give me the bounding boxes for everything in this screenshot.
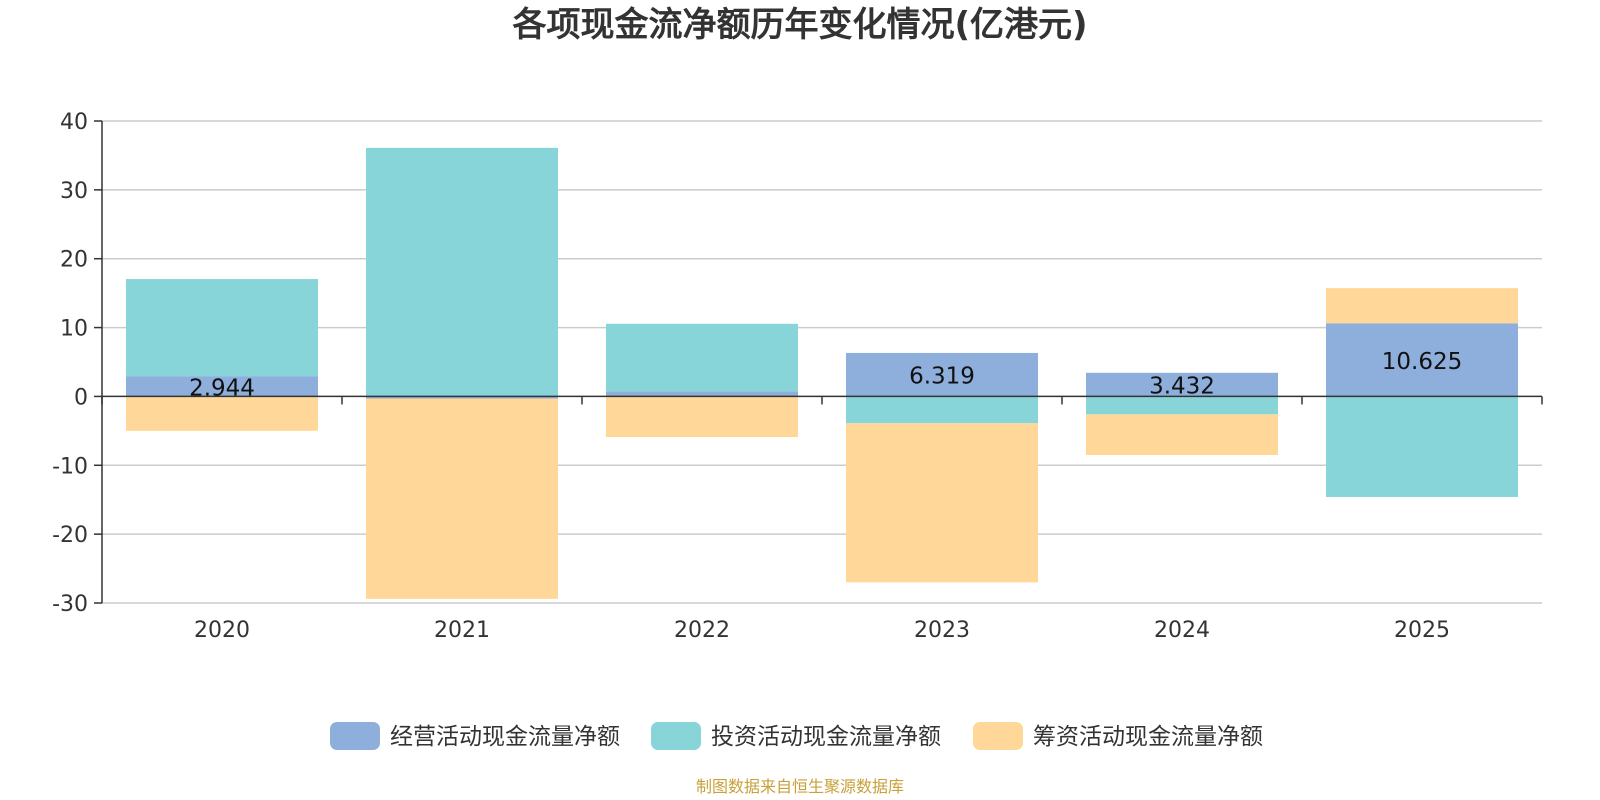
data-label: 10.625 bbox=[1382, 349, 1462, 375]
source-note: 制图数据来自恒生聚源数据库 bbox=[696, 777, 904, 796]
bar-segment bbox=[1326, 288, 1518, 324]
x-tick-label: 2025 bbox=[1394, 618, 1450, 643]
bar-segment bbox=[126, 396, 318, 431]
data-label: 3.432 bbox=[1149, 374, 1215, 400]
y-tick-label: 40 bbox=[60, 110, 88, 135]
bar-segment bbox=[846, 352, 1038, 397]
bar-segment bbox=[846, 396, 1038, 424]
legend-label: 投资活动现金流量净额 bbox=[711, 724, 941, 750]
bar-segment bbox=[126, 279, 318, 377]
legend-swatch bbox=[651, 722, 701, 750]
bar-segment bbox=[1326, 323, 1518, 397]
bar-segment bbox=[846, 423, 1038, 583]
bar-segment bbox=[1086, 396, 1278, 415]
legend: 经营活动现金流量净额 投资活动现金流量净额 筹资活动现金流量净额 bbox=[330, 722, 1263, 750]
y-tick-label: 20 bbox=[60, 248, 88, 273]
legend-swatch bbox=[330, 722, 380, 750]
x-tick-label: 2021 bbox=[434, 618, 490, 643]
legend-label: 经营活动现金流量净额 bbox=[390, 724, 620, 750]
bar-segment bbox=[126, 376, 318, 397]
grid-lines bbox=[102, 120, 1542, 604]
bar-segment bbox=[366, 398, 558, 599]
x-tick-label: 2023 bbox=[914, 618, 970, 643]
chart-title: 各项现金流净额历年变化情况(亿港元) bbox=[512, 5, 1087, 45]
y-tick-label: 0 bbox=[74, 385, 88, 410]
x-tick-label: 2024 bbox=[1154, 618, 1210, 643]
y-tick-label: -10 bbox=[52, 454, 88, 479]
y-tick-label: -20 bbox=[52, 523, 88, 548]
bar-segment bbox=[366, 396, 558, 399]
x-tick-label: 2022 bbox=[674, 618, 730, 643]
legend-swatch bbox=[973, 722, 1023, 750]
bar-segment bbox=[606, 323, 798, 392]
data-labels: 2.944 6.319 3.432 10.625 bbox=[189, 349, 1462, 401]
y-tick-label: 30 bbox=[60, 179, 88, 204]
y-tick-label: 10 bbox=[60, 317, 88, 342]
axes: 40 30 20 10 0 -10 -20 -30 2020 2021 2022 2023 2024 20… bbox=[52, 110, 1543, 643]
data-label: 6.319 bbox=[909, 364, 975, 390]
bars bbox=[126, 147, 1518, 599]
legend-label: 筹资活动现金流量净额 bbox=[1033, 724, 1263, 750]
y-tick-label: -30 bbox=[52, 592, 88, 617]
bar-segment bbox=[606, 396, 798, 438]
bar-segment bbox=[606, 391, 798, 397]
bar-segment bbox=[366, 147, 558, 397]
bar-segment bbox=[1086, 372, 1278, 397]
data-label: 2.944 bbox=[189, 375, 255, 401]
bar-segment bbox=[1086, 414, 1278, 455]
bar-segment bbox=[1326, 396, 1518, 497]
x-tick-label: 2020 bbox=[194, 618, 250, 643]
